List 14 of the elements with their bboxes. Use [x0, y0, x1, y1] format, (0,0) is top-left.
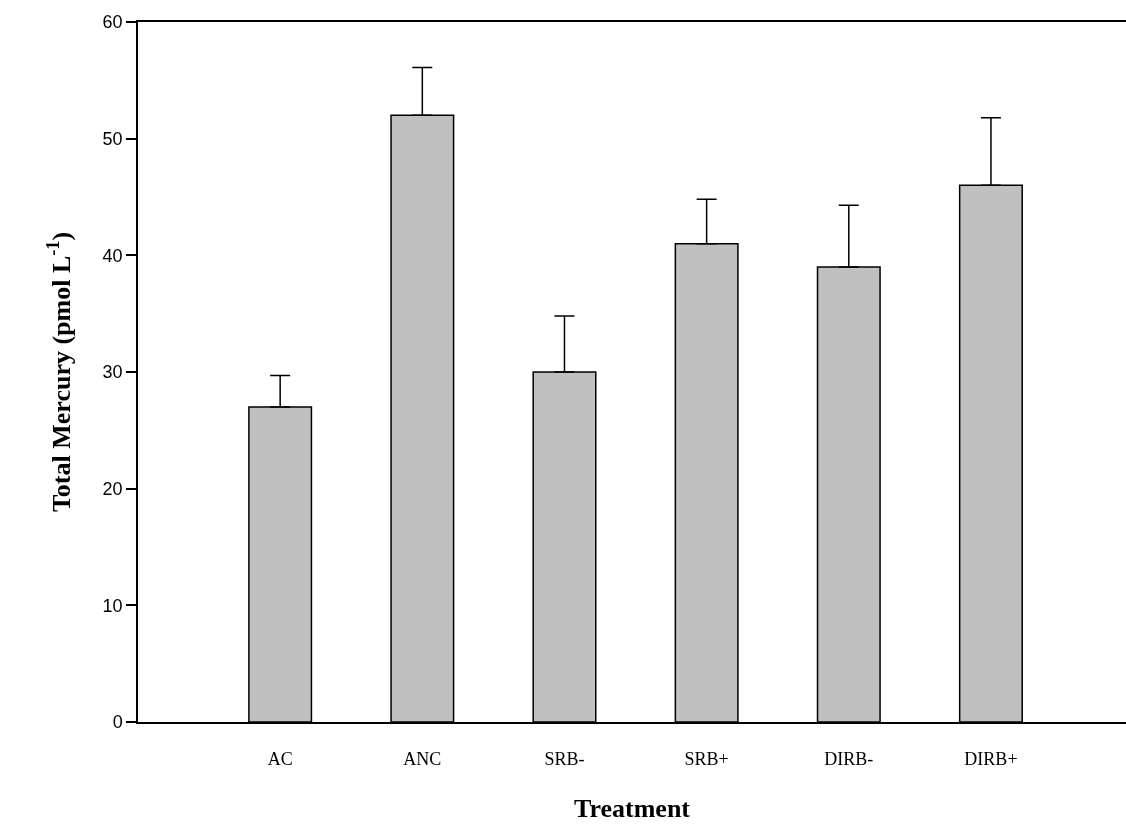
- x-tick-label: SRB+: [684, 749, 729, 770]
- y-tick-label: 20: [102, 478, 123, 499]
- x-tick-label: ANC: [403, 749, 442, 770]
- x-tick-label: SRB-: [544, 749, 585, 770]
- y-tick-label: 30: [102, 362, 123, 383]
- y-tick-label: 40: [102, 245, 123, 266]
- y-tick-label: 60: [102, 12, 123, 33]
- y-tick-label: 10: [102, 595, 123, 616]
- y-tick-label: 50: [102, 128, 123, 149]
- x-tick-label: AC: [267, 749, 293, 770]
- x-tick-label: DIRB+: [964, 749, 1018, 770]
- y-tick-label: 0: [112, 712, 123, 733]
- x-tick-label: DIRB-: [824, 749, 874, 770]
- x-axis-title: Treatment: [574, 793, 691, 823]
